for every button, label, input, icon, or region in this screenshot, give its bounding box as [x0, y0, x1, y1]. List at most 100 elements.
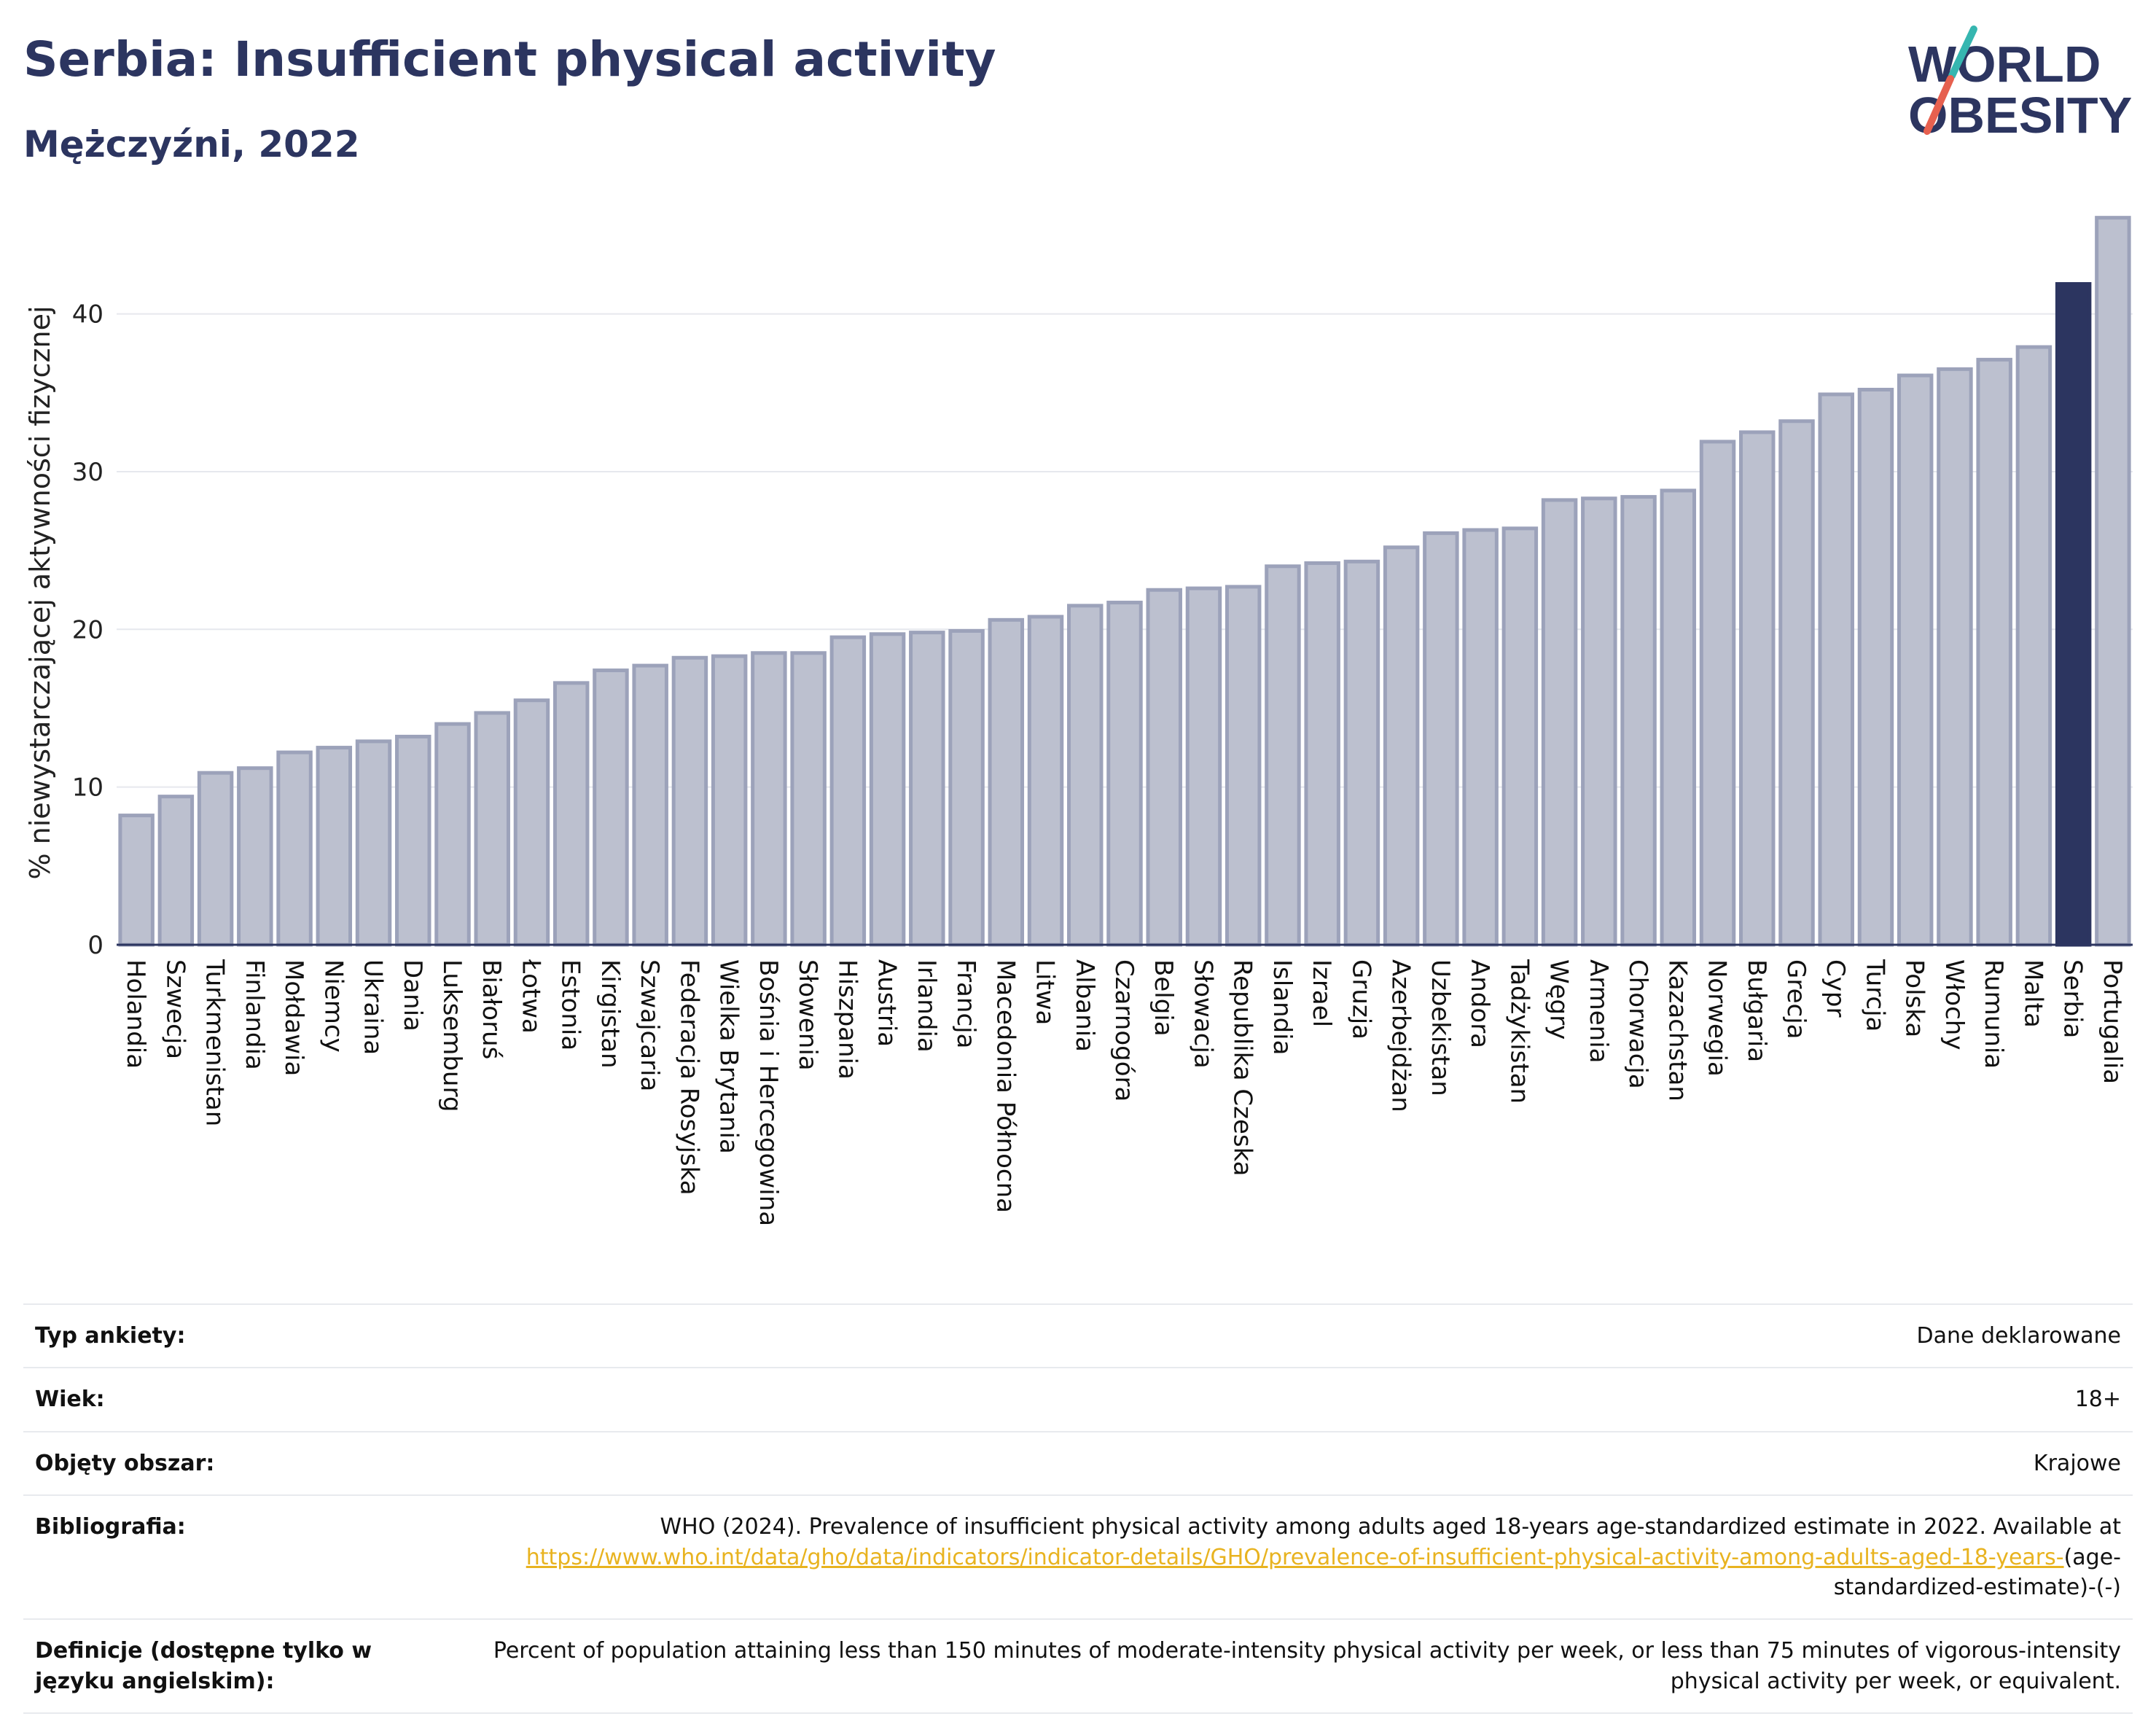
bar [909, 631, 945, 947]
bar [790, 651, 827, 947]
x-tick-label: Andora [1465, 959, 1494, 1048]
bar [988, 617, 1025, 947]
x-tick-label: Szwecja [160, 959, 190, 1059]
logo-slash-red [1923, 75, 1954, 135]
x-tick-label: Norwegia [1703, 959, 1732, 1077]
bar [1462, 528, 1499, 947]
x-tick-label: Azerbejdżan [1386, 959, 1415, 1112]
chart-subtitle: Mężczyźni, 2022 [23, 123, 360, 165]
bar [632, 663, 668, 947]
bar [1857, 387, 1894, 947]
bar-chart: 0 10 20 30 40 % niewystarczającej aktywności … [24, 216, 2133, 1226]
y-tick-label: 20 [72, 615, 103, 644]
x-tick-label: Niemcy [319, 959, 348, 1053]
bar [2095, 216, 2131, 947]
bar [237, 766, 273, 947]
info-label: Typ ankiety: [23, 1303, 455, 1369]
x-tick-label: Bułgaria [1742, 959, 1771, 1062]
x-tick-label: Węgry [1544, 959, 1574, 1040]
bar [1027, 615, 1064, 947]
bar [395, 734, 431, 947]
bar [513, 698, 550, 947]
bar [1541, 498, 1578, 947]
x-tick-label: Izrael [1307, 959, 1336, 1027]
x-tick-label: Islandia [1268, 959, 1297, 1055]
bar [1185, 586, 1222, 947]
bar [1146, 588, 1182, 947]
bar [1343, 559, 1380, 947]
info-row-bibliography: Bibliografia: WHO (2024). Prevalence of … [23, 1494, 2133, 1621]
bar [1660, 488, 1697, 947]
info-row-age: Wiek: 18+ [23, 1367, 2133, 1432]
bar [829, 635, 867, 947]
x-tick-label: Federacja Rosyjska [674, 959, 703, 1196]
x-tick-label: Holandia [121, 959, 150, 1069]
bar [197, 771, 234, 947]
x-tick-label: Wielka Brytania [714, 959, 743, 1154]
x-tick-label: Słowenia [793, 959, 822, 1071]
bar [118, 814, 155, 947]
bar [276, 750, 313, 947]
x-tick-label: Belgia [1149, 959, 1178, 1037]
logo-word-1: WORLD [1908, 36, 2101, 93]
info-value: WHO (2024). Prevalence of insufficient p… [455, 1494, 2133, 1621]
x-tick-label: Szwajcaria [635, 959, 664, 1091]
bar [1976, 357, 2012, 947]
x-tick-label: Rumunia [1979, 959, 2008, 1069]
x-tick-label: Francja [951, 959, 980, 1048]
x-tick-label: Ukraina [359, 959, 388, 1055]
x-tick-label: Tadżykistan [1504, 959, 1534, 1104]
info-value: 18+ [455, 1367, 2133, 1432]
x-tick-label: Uzbekistan [1426, 959, 1455, 1096]
world-obesity-logo: WORLD OBESITY [1908, 26, 2132, 144]
x-tick-label: Chorwacja [1623, 959, 1652, 1089]
x-tick-label: Dania [398, 959, 427, 1032]
chart-title: Serbia: Insufficient physical activity [23, 31, 996, 87]
x-tick-label: Bośnia i Hercegowina [754, 959, 783, 1226]
bars [118, 216, 2131, 947]
y-tick-label: 40 [72, 300, 103, 330]
x-tick-label: Kazachstan [1663, 959, 1692, 1102]
y-tick-label: 0 [87, 931, 103, 960]
info-label: Objęty obszar: [23, 1430, 455, 1497]
info-value: Dane deklarowane [455, 1303, 2133, 1369]
bar [1699, 440, 1736, 947]
x-tick-label: Mołdawia [279, 959, 308, 1076]
y-tick-label: 10 [72, 773, 103, 803]
bar [2055, 282, 2092, 947]
x-tick-label: Finlandia [240, 959, 269, 1070]
x-tick-label: Czarnogóra [1109, 959, 1138, 1102]
info-label: Wiek: [23, 1367, 455, 1432]
x-tick-label: Gruzja [1346, 959, 1375, 1040]
x-tick-label: Łotwa [516, 959, 545, 1034]
bar [1067, 604, 1104, 947]
info-value: Krajowe [455, 1430, 2133, 1497]
category-labels: Holandia Szwecja Turkmenistan Finlandia Mołd… [121, 959, 2127, 1226]
x-tick-label: Kirgistan [595, 959, 625, 1069]
info-label: Bibliografia: [23, 1494, 455, 1621]
x-tick-label: Grecja [1781, 959, 1811, 1039]
x-tick-label: Portugalia [2098, 959, 2127, 1084]
bar [474, 711, 510, 947]
y-tick-label: 30 [72, 458, 103, 487]
bar [552, 681, 590, 947]
x-tick-label: Macedonia Północna [991, 959, 1020, 1213]
bar [1818, 392, 1854, 947]
bar [1739, 430, 1776, 947]
bar [1106, 601, 1143, 947]
bar [2015, 345, 2053, 947]
x-tick-label: Armenia [1584, 959, 1613, 1064]
info-label: Definicje (dostępne tylko w języku angie… [23, 1618, 455, 1715]
x-tick-label: Malta [2018, 959, 2047, 1028]
y-axis-label: % niewystarczającej aktywności fizycznej [24, 305, 56, 879]
logo-slash-teal [1948, 26, 1977, 79]
bar [434, 722, 471, 947]
bar [711, 654, 748, 947]
info-value: Percent of population attaining less tha… [455, 1618, 2133, 1715]
x-tick-label: Serbia [2058, 959, 2087, 1038]
bar [1897, 373, 1934, 947]
bibliography-link[interactable]: https://www.who.int/data/gho/data/indica… [526, 1544, 2064, 1570]
bar [1937, 367, 1973, 947]
bar [948, 628, 985, 947]
info-row-survey-type: Typ ankiety: Dane deklarowane [23, 1303, 2133, 1369]
